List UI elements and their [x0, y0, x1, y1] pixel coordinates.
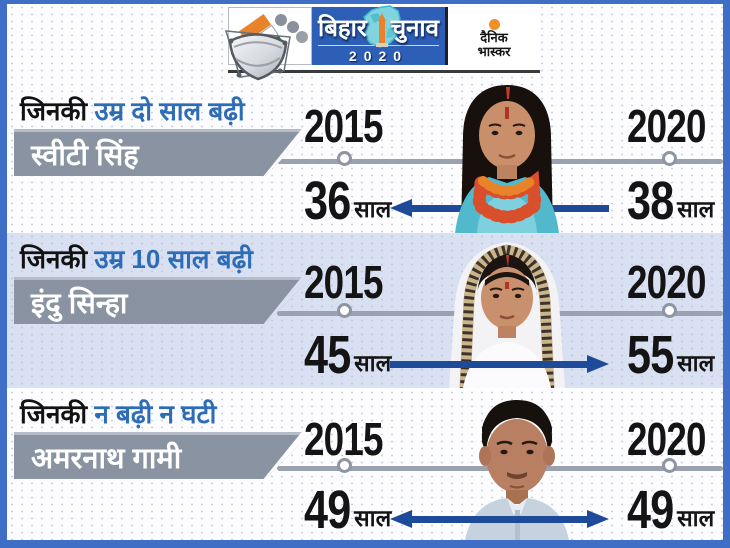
age-change-arrow-both: [390, 510, 609, 528]
candidate-name-banner: स्वीटी सिंह: [14, 129, 312, 176]
timeline-node-2020: [662, 151, 677, 166]
row-heading: जिनकी उम्र 10 साल बढ़ी: [20, 240, 253, 276]
header-underline: [228, 70, 540, 73]
row-heading: जिनकी उम्र दो साल बढ़ी: [20, 92, 245, 128]
year-2015-label: 2015: [304, 256, 383, 308]
age-2015-value: 49: [304, 480, 351, 540]
candidate-name-banner: अमरनाथ गामी: [14, 432, 312, 479]
arrow-shaft: [406, 515, 593, 523]
brand-sun-icon: [488, 18, 500, 30]
face-mask-icon: [224, 30, 291, 81]
timeline-node-2020: [662, 303, 677, 318]
age-2020-value: 49: [627, 480, 674, 540]
age-2020-value: 38: [627, 171, 674, 231]
timeline-node-2015: [337, 458, 352, 473]
candidate-name: इंदु सिन्हा: [31, 288, 128, 320]
arrowhead-left-icon: [390, 510, 412, 528]
candidate-row-amarnath-gami: जिनकी न बढ़ी न घटी अमरनाथ गामी 2015 2020: [7, 388, 723, 540]
bihar-map-icon: [363, 5, 401, 48]
brand-logo-box: दैनिक भास्कर: [448, 7, 540, 70]
age-unit-label: साल: [354, 349, 392, 376]
year-2015-label: 2015: [304, 100, 383, 152]
age-2015: 49 साल: [304, 480, 392, 540]
age-unit-label: साल: [354, 195, 392, 222]
age-2020: 49 साल: [627, 480, 715, 540]
brand-name-line2: भास्कर: [477, 43, 511, 59]
infographic-canvas: बिहार चुनाव 2020 दैनिक भास्कर जिनकी उम्र…: [7, 4, 723, 540]
arrow-shaft: [390, 360, 593, 368]
age-2015: 36 साल: [304, 171, 392, 231]
arrowhead-right-icon: [587, 510, 609, 528]
age-unit-label: साल: [677, 195, 715, 222]
age-unit-label: साल: [354, 504, 392, 531]
arrowhead-left-icon: [390, 199, 412, 217]
candidate-name-banner: इंदु सिन्हा: [14, 277, 312, 324]
banner-slash-decoration: [251, 273, 312, 345]
election-title-word1: बिहार: [318, 14, 367, 42]
row-heading: जिनकी न बढ़ी न घटी: [20, 395, 216, 431]
year-2020-label: 2020: [627, 100, 706, 152]
timeline-node-2015: [337, 303, 352, 318]
age-2020: 55 साल: [627, 325, 715, 385]
timeline-node-2020: [662, 458, 677, 473]
candidate-row-sweety-singh: जिनकी उम्र दो साल बढ़ी स्वीटी सिंह 2015 …: [7, 85, 723, 233]
age-2020: 38 साल: [627, 171, 715, 231]
heading-blue-part: उम्र दो साल बढ़ी: [94, 96, 245, 126]
year-2020-label: 2020: [627, 256, 706, 308]
heading-black-part: जिनकी: [20, 399, 88, 429]
candidate-row-indu-sinha: जिनकी उम्र 10 साल बढ़ी इंदु सिन्हा 2015 …: [7, 233, 723, 394]
age-unit-label: साल: [677, 349, 715, 376]
candidate-name: अमरनाथ गामी: [31, 443, 182, 475]
candidate-photo-sweety-singh: [437, 83, 577, 233]
year-2020-label: 2020: [627, 413, 706, 465]
age-2020-value: 55: [627, 325, 674, 385]
year-2015-label: 2015: [304, 413, 383, 465]
election-title-banner: बिहार चुनाव 2020: [312, 5, 448, 65]
age-2015-value: 36: [304, 171, 351, 231]
candidate-photo-indu-sinha: [437, 238, 577, 394]
banner-slash-decoration: [251, 428, 312, 500]
arrowhead-right-icon: [587, 355, 609, 373]
age-unit-label: साल: [677, 504, 715, 531]
heading-blue-part: उम्र 10 साल बढ़ी: [94, 244, 253, 274]
candidate-photo-amarnath-gami: [451, 398, 583, 540]
age-2015: 45 साल: [304, 325, 392, 385]
age-2015-value: 45: [304, 325, 351, 385]
election-title-word2: चुनाव: [390, 14, 439, 42]
candidate-name: स्वीटी सिंह: [31, 140, 139, 172]
timeline-node-2015: [337, 151, 352, 166]
age-change-arrow-right: [390, 355, 609, 373]
brand-name-line1: दैनिक: [480, 29, 508, 45]
heading-black-part: जिनकी: [20, 244, 88, 274]
heading-black-part: जिनकी: [20, 96, 88, 126]
heading-blue-part: न बढ़ी न घटी: [94, 399, 217, 429]
